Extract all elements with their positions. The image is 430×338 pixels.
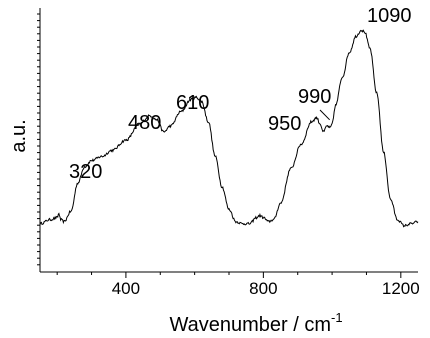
x-axis-label: Wavenumber / cm-1 [169, 310, 342, 336]
tick-labels: 400 800 1200 [112, 279, 420, 298]
y-axis-label: a.u. [8, 119, 30, 152]
peak-annotations: 320 480 610 950 990 1090 [69, 5, 412, 183]
peak-label-480: 480 [128, 112, 161, 134]
x-tick-label: 1200 [382, 279, 420, 298]
peak-label-1090: 1090 [367, 5, 412, 27]
axes [39, 8, 418, 273]
x-tick-label: 800 [249, 279, 277, 298]
peak-leader-990 [319, 109, 331, 121]
ticks [37, 13, 402, 278]
series-group [39, 29, 419, 228]
peak-label-990: 990 [298, 86, 331, 108]
peak-label-610: 610 [176, 92, 209, 114]
peak-label-950: 950 [268, 113, 301, 135]
peak-label-320: 320 [69, 161, 102, 183]
axis-labels: Wavenumber / cm-1 a.u. [8, 119, 343, 336]
x-axis-label-main: Wavenumber / cm [169, 314, 331, 336]
x-axis-label-superscript: -1 [331, 310, 343, 325]
spectrum-line [39, 29, 419, 228]
x-tick-label: 400 [112, 279, 140, 298]
